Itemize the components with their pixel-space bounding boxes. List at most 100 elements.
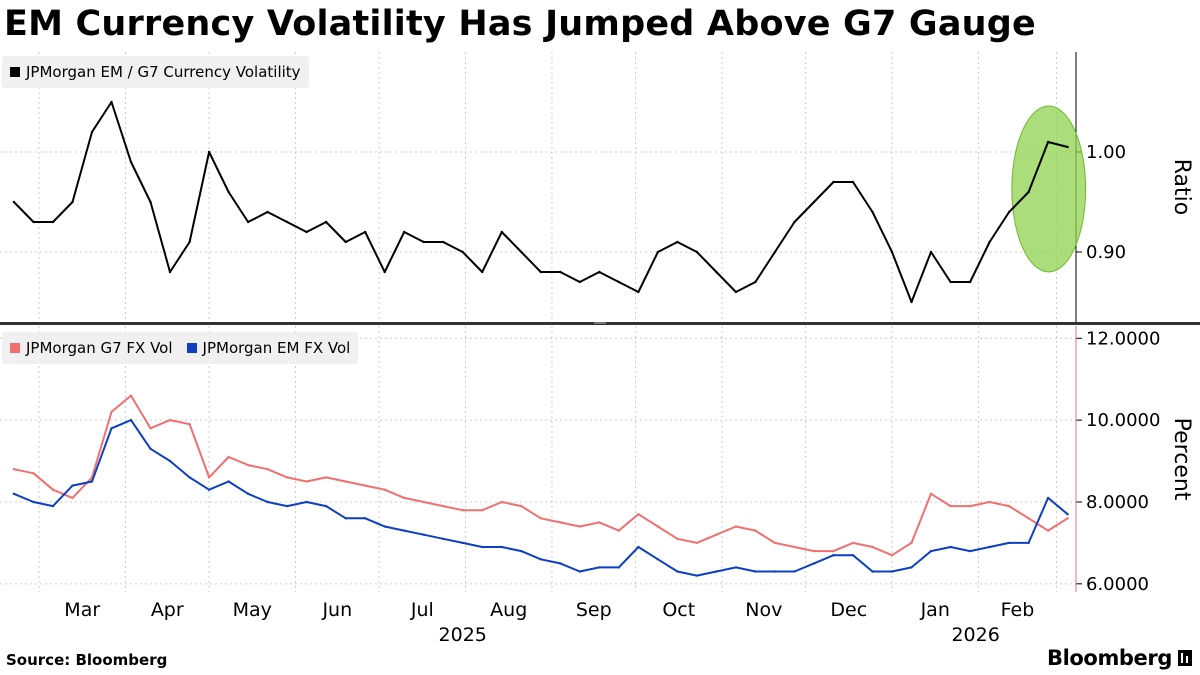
xtick-label-2: May [233,599,272,621]
ytick-label-top-1: 0.90 [1086,242,1126,263]
series-em-fx-vol-point-40 [793,570,796,573]
legend-swatch-g7 [10,343,20,353]
series-em-fx-vol-point-18 [364,517,367,520]
series-g7-fx-vol-point-46 [910,541,913,545]
ylabel-top: Ratio [1169,159,1194,215]
series-em-g7-ratio-point-42 [832,180,835,184]
series-em-g7-ratio-point-41 [812,200,816,204]
series-em-g7-ratio-point-5 [110,100,113,104]
series-g7-fx-vol-point-37 [734,525,738,528]
series-g7-fx-vol-point-28 [559,521,562,524]
series-g7-fx-vol-point-9 [188,423,191,426]
series-em-fx-vol-point-20 [403,529,406,532]
series-em-fx-vol-point-25 [500,545,503,549]
series-g7-fx-vol-point-0 [12,468,16,471]
series-em-g7-ratio-point-0 [12,200,16,204]
series-g7-fx-vol-point-27 [539,517,542,520]
brand-name: Bloomberg [1046,646,1172,670]
xtick-label-11: Feb [1001,599,1035,621]
series-g7-fx-vol-point-23 [461,509,464,512]
series-em-g7-ratio-point-51 [1007,210,1011,214]
series-em-fx-vol-point-29 [578,570,581,573]
series-em-fx-vol-point-41 [812,562,816,565]
series-em-g7-ratio-point-2 [51,220,55,224]
series-em-g7-ratio-point-7 [149,200,152,204]
xtick-label-0: Mar [64,599,100,621]
series-em-g7-ratio-point-3 [71,200,74,204]
series-g7-fx-vol-point-8 [168,418,172,422]
series-em-g7-ratio-point-45 [890,250,894,254]
series-em-fx-vol-point-10 [207,488,211,491]
series-g7-fx-vol-point-38 [754,529,757,532]
series-em-g7-ratio-point-21 [422,240,425,244]
series-g7-fx-vol-point-47 [929,492,933,495]
series-em-g7-ratio-point-1 [32,220,35,224]
series-em-g7-ratio-point-34 [676,240,679,244]
xtick-label-7: Oct [662,599,695,621]
series-em-g7-ratio-point-43 [851,180,855,184]
series-g7-fx-vol-point-29 [578,525,581,528]
series-g7-fx-vol-point-10 [207,476,211,479]
series-g7-fx-vol-point-2 [51,488,55,491]
series-em-g7-ratio-point-23 [461,250,464,254]
series-em-g7-ratio-point-53 [1046,140,1050,144]
series-em-fx-vol-point-28 [559,562,562,565]
series-em-fx-vol-point-11 [227,480,230,483]
series-em-g7-ratio-point-29 [578,280,581,284]
series-em-fx-vol-point-44 [871,570,874,573]
series-g7-fx-vol-point-14 [285,476,289,479]
series-em-g7-ratio-point-49 [968,280,972,284]
series-g7-fx-vol [13,394,1069,557]
series-em-fx-vol-point-19 [383,525,386,528]
series-em-fx-vol-point-31 [617,566,620,569]
series-em-g7-ratio-point-24 [481,270,484,274]
series-em-fx-vol-point-4 [90,480,94,483]
series-g7-fx-vol-point-33 [656,525,660,528]
series-em-g7-ratio-point-4 [90,130,94,134]
series-em-fx-vol-point-42 [832,554,835,557]
ytick-label-bottom-1: 10.0000 [1086,410,1160,431]
series-em-fx-vol-point-34 [676,570,679,573]
series-em-g7-ratio-point-47 [929,250,933,254]
series-em-g7-ratio-point-30 [598,270,601,274]
series-em-fx-vol-point-37 [734,566,738,569]
series-em-fx-vol-point-24 [481,545,484,549]
series-em-fx-vol-point-7 [149,447,152,450]
series-g7-fx-vol-point-26 [520,504,523,508]
series-g7-fx-vol-point-42 [832,549,835,553]
series-em-fx-vol-point-47 [929,549,933,553]
series-em-g7-ratio-point-50 [988,240,991,244]
series-em-fx-vol-point-12 [246,492,250,495]
series-g7-fx-vol-point-52 [1027,517,1030,520]
series-em-fx-vol-point-0 [12,492,16,495]
series-em-fx-vol-point-16 [324,504,328,508]
xtick-label-9: Dec [830,599,867,621]
series-g7-fx-vol-point-36 [715,533,718,536]
series-em-g7-ratio-point-17 [344,240,347,244]
series-g7-fx-vol-point-19 [383,488,386,491]
series-em-fx-vol-point-9 [188,476,191,479]
chart-title: EM Currency Volatility Has Jumped Above … [4,4,1036,44]
series-em-fx-vol-point-54 [1066,513,1069,516]
series-em-g7-ratio-point-8 [168,270,172,274]
series-em-g7-ratio-point-27 [539,270,542,274]
series-em-fx-vol-point-1 [32,500,35,504]
series-g7-fx-vol-point-16 [324,476,328,479]
ytick-label-bottom-3: 6.0000 [1086,574,1149,595]
series-g7-fx-vol-point-51 [1007,504,1011,508]
series-g7-fx-vol-point-6 [129,394,133,397]
xtick-label-4: Jul [410,599,434,621]
series-em-fx-vol-point-43 [851,554,855,557]
series-em-g7-ratio-point-32 [637,290,640,294]
series-em-fx-vol-point-53 [1046,496,1050,500]
series-em-g7-ratio-point-13 [266,210,269,214]
series-g7-fx-vol-point-11 [227,455,230,459]
series-g7-fx-vol-point-24 [481,509,484,512]
series-em-g7-ratio-point-28 [559,270,562,274]
series-em-g7-ratio-point-10 [207,150,211,154]
series-g7-fx-vol-point-22 [442,504,445,508]
series-em-fx-vol-point-13 [266,500,269,504]
series-em-fx-vol-point-26 [520,549,523,553]
series-em-g7-ratio-point-9 [188,240,191,244]
series-g7-fx-vol-point-50 [988,500,991,504]
